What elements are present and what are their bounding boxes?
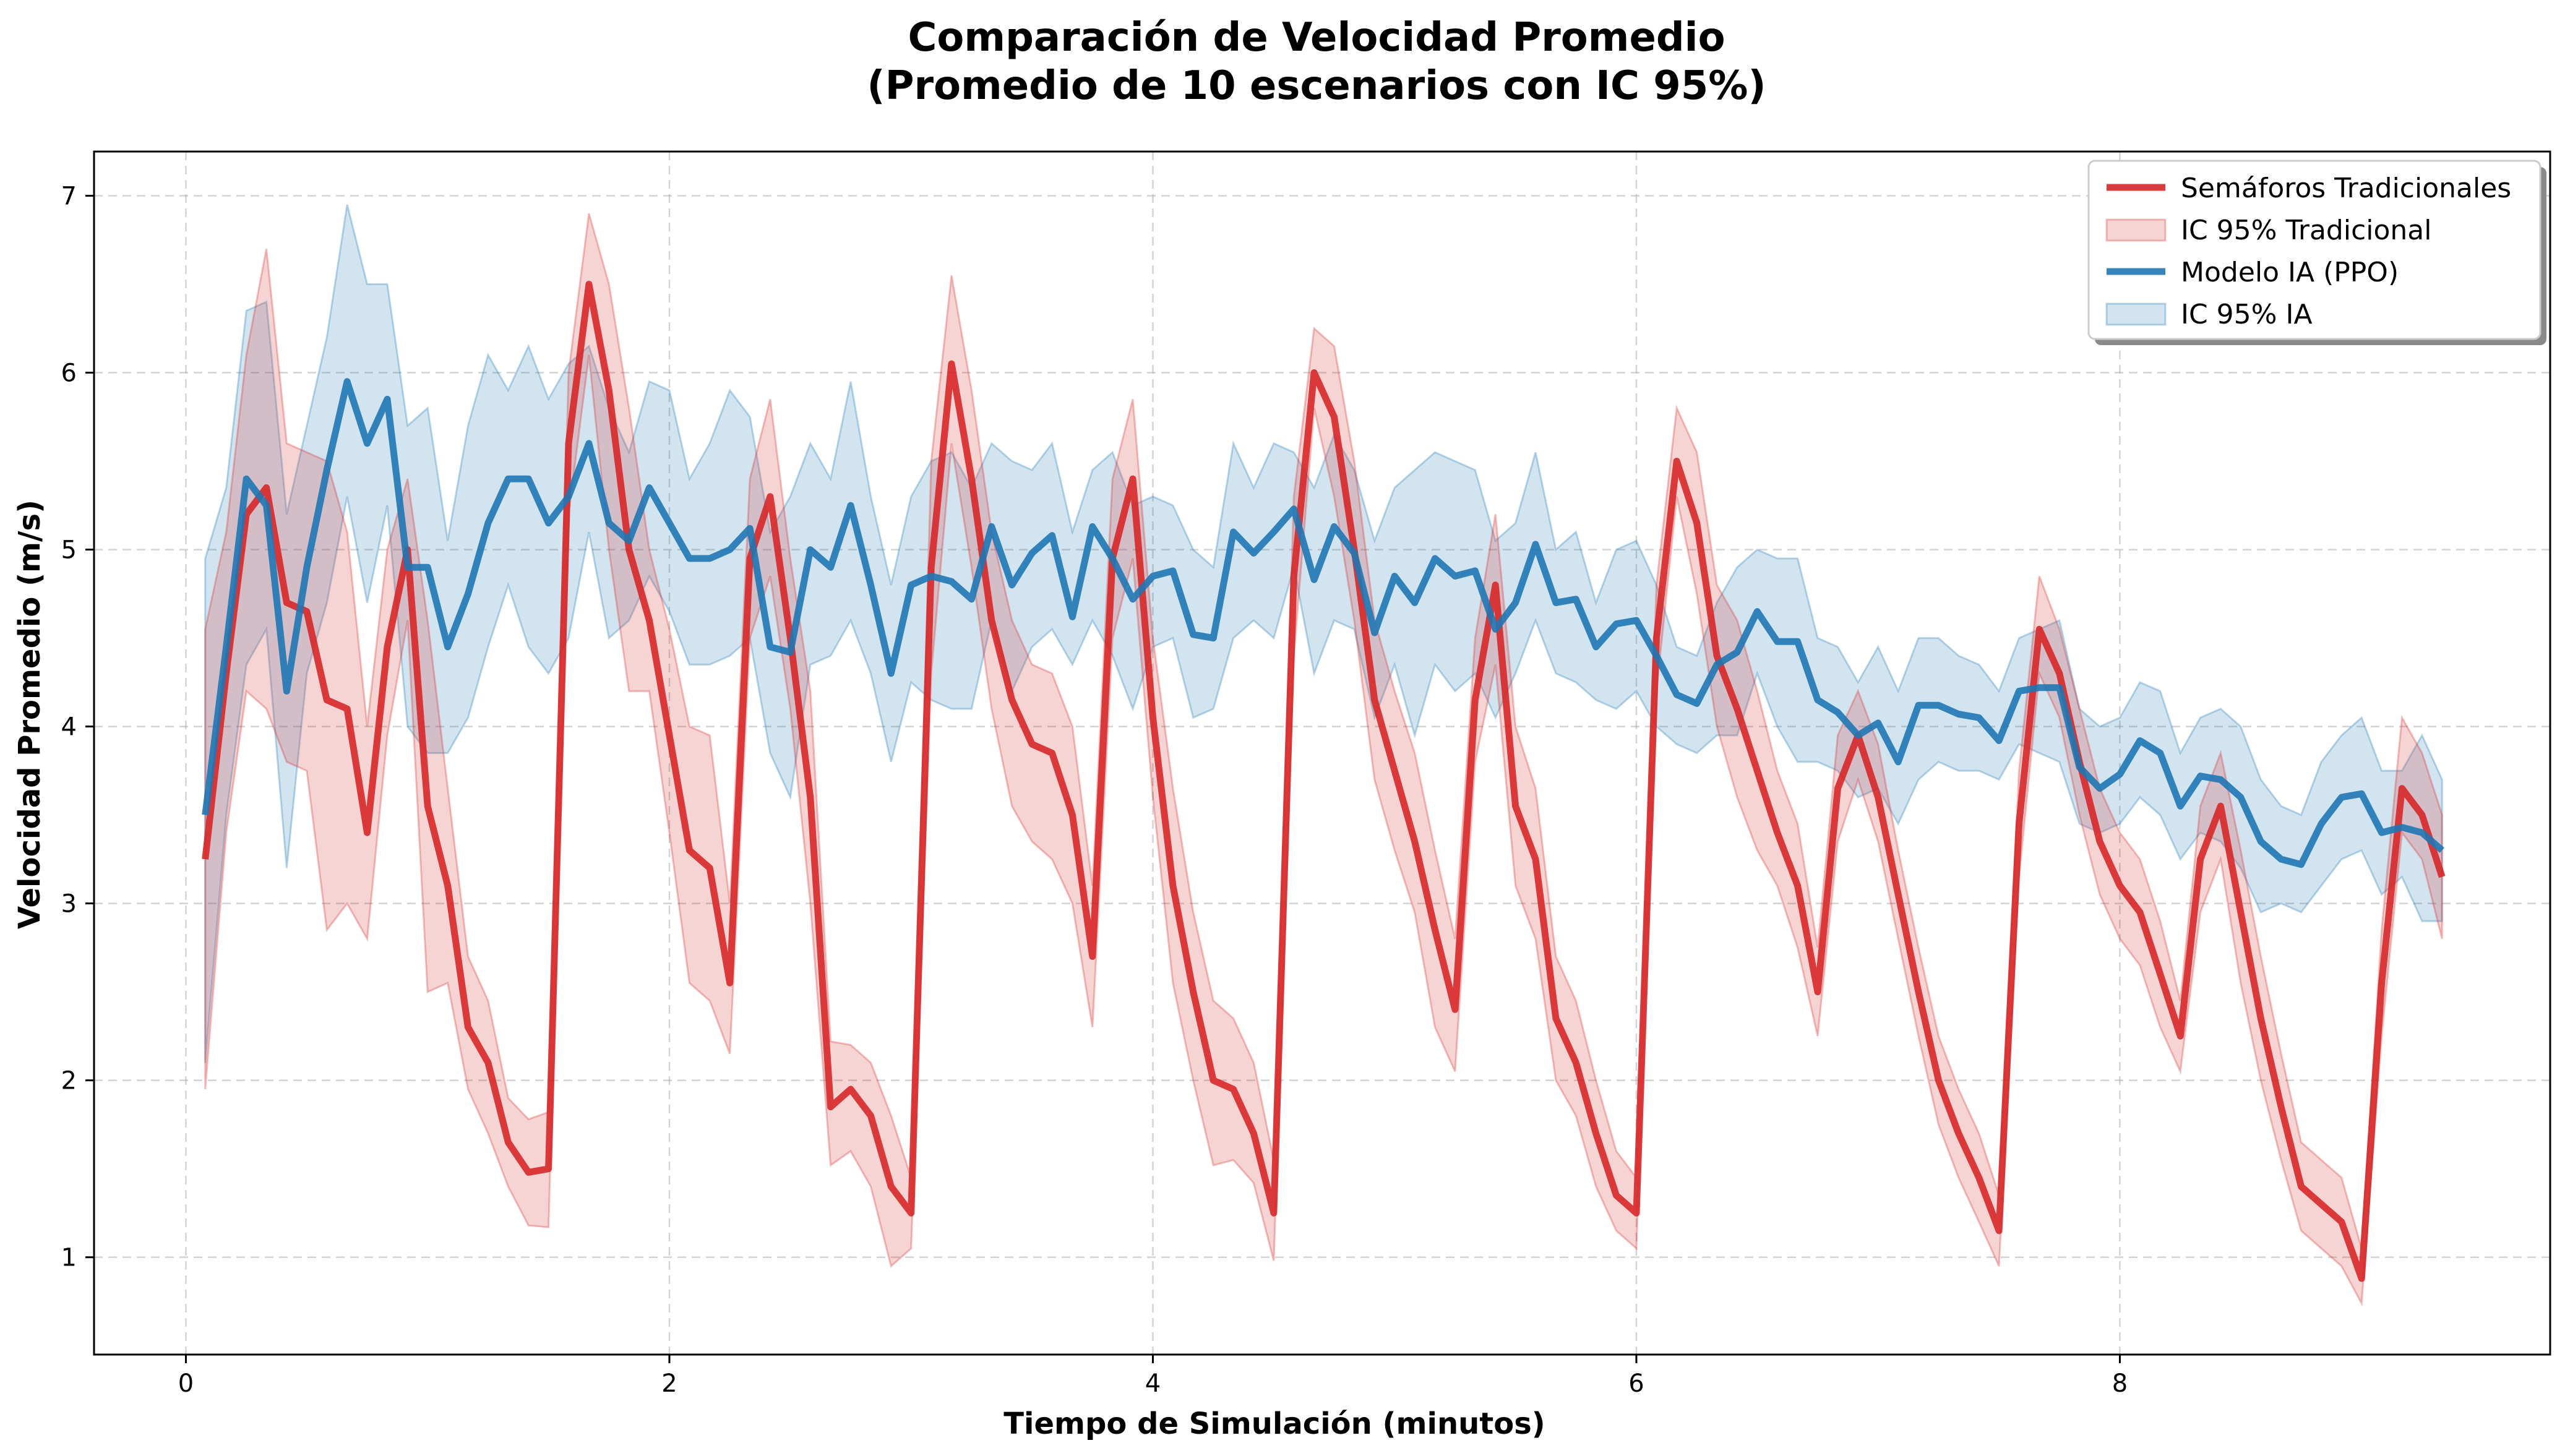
plot-frame xyxy=(93,150,2551,1356)
series-lines xyxy=(202,281,2446,1282)
y-axis-label: Velocidad Promedio (m/s) xyxy=(12,500,47,929)
x-tick-label: 0 xyxy=(178,1369,194,1398)
legend-label-ic-tradicional: IC 95% Tradicional xyxy=(2181,215,2432,246)
legend-swatch-ic-ia xyxy=(2105,302,2167,326)
y-axis-ticks: 1 2 3 4 5 6 7 xyxy=(61,182,94,1272)
legend-box xyxy=(2087,160,2541,340)
y-tick-label: 1 xyxy=(61,1244,77,1272)
ci-band-tradicional xyxy=(204,213,2443,1307)
chart-subtitle: (Promedio de 10 escenarios con IC 95%) xyxy=(867,63,1766,109)
x-axis-label: Tiempo de Simulación (minutos) xyxy=(1003,1407,1545,1441)
x-tick-label: 6 xyxy=(1628,1369,1644,1398)
legend-label-modelo-ia: Modelo IA (PPO) xyxy=(2181,257,2399,288)
y-tick-label: 2 xyxy=(61,1067,77,1095)
x-axis-ticks: 0 2 4 6 8 xyxy=(178,1355,2128,1398)
ci-band-ia xyxy=(204,204,2443,1063)
y-tick-label: 3 xyxy=(61,890,77,919)
y-tick-label: 7 xyxy=(61,182,77,211)
x-tick-label: 4 xyxy=(1145,1369,1161,1398)
legend-label-semaforos: Semáforos Tradicionales xyxy=(2181,173,2511,204)
chart-title: Comparación de Velocidad Promedio xyxy=(908,15,1725,61)
legend-label-ic-ia: IC 95% IA xyxy=(2181,299,2313,330)
y-tick-label: 5 xyxy=(61,536,77,565)
series-line-modelo-ia xyxy=(202,378,2444,868)
y-tick-label: 6 xyxy=(61,359,77,388)
confidence-bands xyxy=(204,204,2443,1307)
y-tick-label: 4 xyxy=(61,713,77,742)
x-tick-label: 8 xyxy=(2112,1369,2128,1398)
legend-swatch-ic-tradicional xyxy=(2105,218,2167,242)
x-tick-label: 2 xyxy=(661,1369,677,1398)
legend: Semáforos Tradicionales IC 95% Tradicion… xyxy=(2087,160,2546,345)
